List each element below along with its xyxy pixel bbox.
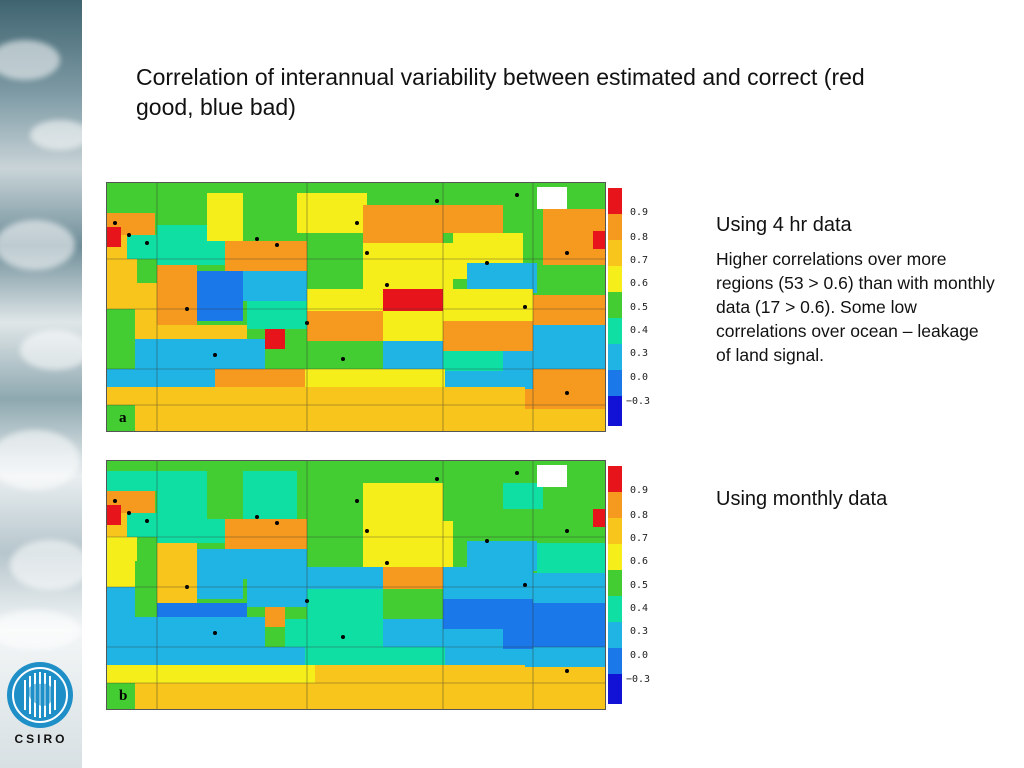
colorbar-b-swatch-5 bbox=[608, 596, 622, 622]
colorbar-a-graphic: 0.9 0.8 0.7 0.6 0.5 0.4 0.3 0.0 −0.3 bbox=[608, 188, 650, 426]
colorbar-a-swatch-1 bbox=[608, 214, 622, 240]
colorbar-b-swatch-1 bbox=[608, 492, 622, 518]
colorbar-b-swatch-2 bbox=[608, 518, 622, 544]
colorbar-a-label-2: 0.7 bbox=[630, 255, 648, 266]
description-4hr-data: Higher correlations over more regions (5… bbox=[716, 249, 995, 365]
colorbar-b-graphic: 0.9 0.8 0.7 0.6 0.5 0.4 0.3 0.0 −0.3 bbox=[608, 466, 650, 704]
colorbar-a-swatch-2 bbox=[608, 240, 622, 266]
colorbar-b-label-2: 0.7 bbox=[630, 533, 648, 544]
map-b-graphic bbox=[107, 461, 605, 709]
colorbar-b-swatch-7 bbox=[608, 648, 622, 674]
map-a-graphic bbox=[107, 183, 605, 431]
panel-label-a: a bbox=[119, 410, 127, 426]
colorbar-a-swatch-6 bbox=[608, 344, 622, 370]
colorbar-b-label-3: 0.6 bbox=[630, 556, 648, 567]
colorbar-a-label-8: −0.3 bbox=[626, 396, 650, 407]
colorbar-a-label-3: 0.6 bbox=[630, 278, 648, 289]
csiro-logo-text: CSIRO bbox=[14, 732, 68, 746]
panel-label-b: b bbox=[119, 688, 128, 704]
colorbar-b-swatch-8 bbox=[608, 674, 622, 704]
colorbar-b-label-8: −0.3 bbox=[626, 674, 650, 685]
colorbar-a-label-6: 0.3 bbox=[630, 348, 648, 359]
colorbar-a-swatch-5 bbox=[608, 318, 622, 344]
map-panel-b: b bbox=[106, 460, 606, 710]
heading-4hr-data: Using 4 hr data bbox=[716, 214, 852, 236]
colorbar-b-label-6: 0.3 bbox=[630, 626, 648, 637]
colorbar-b-label-7: 0.0 bbox=[630, 650, 648, 661]
colorbar-a-swatch-0 bbox=[608, 188, 622, 214]
colorbar-a-label-4: 0.5 bbox=[630, 302, 648, 313]
colorbar-a-swatch-8 bbox=[608, 396, 622, 426]
colorbar-a-swatch-7 bbox=[608, 370, 622, 396]
colorbar-a-swatch-4 bbox=[608, 292, 622, 318]
colorbar-a-label-7: 0.0 bbox=[630, 372, 648, 383]
colorbar-b-swatch-6 bbox=[608, 622, 622, 648]
colorbar-b-label-1: 0.8 bbox=[630, 510, 648, 521]
colorbar-b: 0.9 0.8 0.7 0.6 0.5 0.4 0.3 0.0 −0.3 bbox=[608, 466, 678, 704]
colorbar-a: 0.9 0.8 0.7 0.6 0.5 0.4 0.3 0.0 −0.3 bbox=[608, 188, 678, 426]
colorbar-b-swatch-4 bbox=[608, 570, 622, 596]
colorbar-a-swatch-3 bbox=[608, 266, 622, 292]
colorbar-a-label-1: 0.8 bbox=[630, 232, 648, 243]
colorbar-b-label-5: 0.4 bbox=[630, 603, 648, 614]
colorbar-b-label-0: 0.9 bbox=[630, 485, 648, 496]
colorbar-b-swatch-3 bbox=[608, 544, 622, 570]
colorbar-b-label-4: 0.5 bbox=[630, 580, 648, 591]
colorbar-b-swatch-0 bbox=[608, 466, 622, 492]
csiro-logo bbox=[3, 660, 77, 730]
notes-4hr: Using 4 hr data Higher correlations over… bbox=[716, 214, 996, 367]
slide-title: Correlation of interannual variability b… bbox=[136, 64, 865, 120]
colorbar-a-label-0: 0.9 bbox=[630, 207, 648, 218]
sidebar-decoration bbox=[0, 0, 82, 768]
heading-monthly-data: Using monthly data bbox=[716, 488, 888, 510]
colorbar-a-label-5: 0.4 bbox=[630, 325, 648, 336]
map-panel-a: a bbox=[106, 182, 606, 432]
